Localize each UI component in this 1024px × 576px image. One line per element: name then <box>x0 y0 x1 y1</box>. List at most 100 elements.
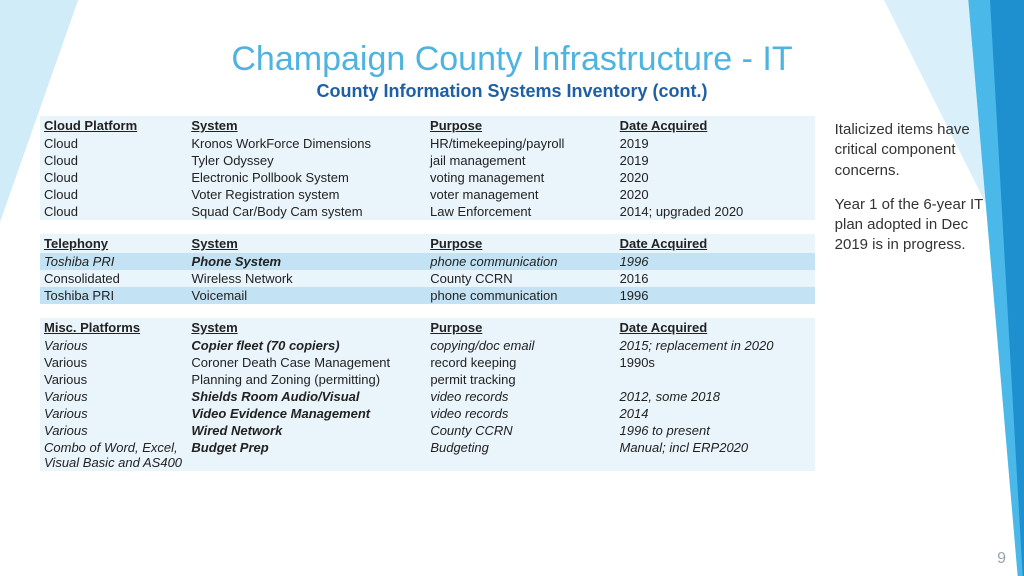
table-cell: video records <box>426 388 615 405</box>
table-cell: Various <box>40 388 187 405</box>
table-cell: Coroner Death Case Management <box>187 354 426 371</box>
table-cell: Phone System <box>188 253 427 270</box>
table-cell: Law Enforcement <box>426 203 616 220</box>
table-cell: 2020 <box>616 186 815 203</box>
table-cell: Shields Room Audio/Visual <box>187 388 426 405</box>
tables-column: Cloud PlatformSystemPurposeDate Acquired… <box>40 116 815 485</box>
table-row: CloudTyler Odysseyjail management2019 <box>40 152 815 169</box>
table-header: Telephony <box>40 234 188 253</box>
table-cell: Wired Network <box>187 422 426 439</box>
table-cell: phone communication <box>426 253 615 270</box>
table-cell: Cloud <box>40 135 187 152</box>
table-cell: 1996 to present <box>616 422 815 439</box>
table-cell: Copier fleet (70 copiers) <box>187 337 426 354</box>
table-cell: 2014 <box>616 405 815 422</box>
table-row: ConsolidatedWireless NetworkCounty CCRN2… <box>40 270 815 287</box>
table-cell: 2019 <box>616 135 815 152</box>
inventory-table: TelephonySystemPurposeDate AcquiredToshi… <box>40 234 815 304</box>
table-cell: Budgeting <box>426 439 615 471</box>
side-notes-column: Italicized items have critical component… <box>835 116 984 485</box>
table-cell: Kronos WorkForce Dimensions <box>187 135 426 152</box>
table-cell: County CCRN <box>426 422 615 439</box>
table-cell: Budget Prep <box>187 439 426 471</box>
table-cell: Combo of Word, Excel, Visual Basic and A… <box>40 439 187 471</box>
table-row: CloudElectronic Pollbook Systemvoting ma… <box>40 169 815 186</box>
table-cell: Video Evidence Management <box>187 405 426 422</box>
table-cell: Cloud <box>40 203 187 220</box>
inventory-table: Misc. PlatformsSystemPurposeDate Acquire… <box>40 318 815 471</box>
table-cell: 2020 <box>616 169 815 186</box>
table-row: Toshiba PRIPhone Systemphone communicati… <box>40 253 815 270</box>
table-row: VariousVideo Evidence Managementvideo re… <box>40 405 815 422</box>
table-cell <box>616 371 815 388</box>
table-cell: permit tracking <box>426 371 615 388</box>
table-header: Date Acquired <box>616 234 815 253</box>
slide-container: Champaign County Infrastructure - IT Cou… <box>0 0 1024 576</box>
table-cell: Various <box>40 405 187 422</box>
table-row: VariousCopier fleet (70 copiers)copying/… <box>40 337 815 354</box>
table-row: VariousWired NetworkCounty CCRN1996 to p… <box>40 422 815 439</box>
table-cell: Tyler Odyssey <box>187 152 426 169</box>
table-cell: Voicemail <box>188 287 427 304</box>
table-cell: record keeping <box>426 354 615 371</box>
content-row: Cloud PlatformSystemPurposeDate Acquired… <box>40 116 984 485</box>
table-cell: Various <box>40 371 187 388</box>
table-cell: copying/doc email <box>426 337 615 354</box>
table-header-row: TelephonySystemPurposeDate Acquired <box>40 234 815 253</box>
table-row: VariousShields Room Audio/Visualvideo re… <box>40 388 815 405</box>
table-cell: video records <box>426 405 615 422</box>
table-row: Toshiba PRIVoicemailphone communication1… <box>40 287 815 304</box>
page-subtitle: County Information Systems Inventory (co… <box>40 81 984 102</box>
table-cell: 1990s <box>616 354 815 371</box>
table-cell: 2019 <box>616 152 815 169</box>
table-header: Date Acquired <box>616 318 815 337</box>
table-header: System <box>187 318 426 337</box>
table-cell: 2012, some 2018 <box>616 388 815 405</box>
table-header: Date Acquired <box>616 116 815 135</box>
table-cell: Manual; incl ERP2020 <box>616 439 815 471</box>
table-row: CloudSquad Car/Body Cam systemLaw Enforc… <box>40 203 815 220</box>
table-cell: Cloud <box>40 152 187 169</box>
side-note: Year 1 of the 6-year IT plan adopted in … <box>835 195 984 256</box>
table-cell: Various <box>40 422 187 439</box>
table-row: VariousPlanning and Zoning (permitting)p… <box>40 371 815 388</box>
table-cell: Consolidated <box>40 270 188 287</box>
table-cell: 1996 <box>616 287 815 304</box>
table-cell: voter management <box>426 186 616 203</box>
table-row: CloudKronos WorkForce DimensionsHR/timek… <box>40 135 815 152</box>
table-header: System <box>188 234 427 253</box>
table-cell: Squad Car/Body Cam system <box>187 203 426 220</box>
table-header: System <box>187 116 426 135</box>
table-cell: Various <box>40 354 187 371</box>
table-cell: County CCRN <box>426 270 615 287</box>
table-cell: Cloud <box>40 186 187 203</box>
table-header: Purpose <box>426 116 616 135</box>
table-cell: Planning and Zoning (permitting) <box>187 371 426 388</box>
page-title: Champaign County Infrastructure - IT <box>40 40 984 79</box>
table-cell: Voter Registration system <box>187 186 426 203</box>
table-cell: Toshiba PRI <box>40 287 188 304</box>
table-header: Purpose <box>426 234 615 253</box>
table-cell: 2016 <box>616 270 815 287</box>
table-cell: 1996 <box>616 253 815 270</box>
table-header: Purpose <box>426 318 615 337</box>
table-cell: jail management <box>426 152 616 169</box>
table-cell: phone communication <box>426 287 615 304</box>
table-cell: 2014; upgraded 2020 <box>616 203 815 220</box>
table-header-row: Cloud PlatformSystemPurposeDate Acquired <box>40 116 815 135</box>
table-cell: 2015; replacement in 2020 <box>616 337 815 354</box>
table-cell: HR/timekeeping/payroll <box>426 135 616 152</box>
table-cell: Various <box>40 337 187 354</box>
table-row: CloudVoter Registration systemvoter mana… <box>40 186 815 203</box>
table-cell: Cloud <box>40 169 187 186</box>
table-row: VariousCoroner Death Case Managementreco… <box>40 354 815 371</box>
table-cell: Toshiba PRI <box>40 253 188 270</box>
table-cell: Wireless Network <box>188 270 427 287</box>
table-header: Cloud Platform <box>40 116 187 135</box>
table-row: Combo of Word, Excel, Visual Basic and A… <box>40 439 815 471</box>
table-cell: Electronic Pollbook System <box>187 169 426 186</box>
page-number: 9 <box>997 550 1006 568</box>
table-header-row: Misc. PlatformsSystemPurposeDate Acquire… <box>40 318 815 337</box>
table-header: Misc. Platforms <box>40 318 187 337</box>
side-note: Italicized items have critical component… <box>835 120 984 181</box>
